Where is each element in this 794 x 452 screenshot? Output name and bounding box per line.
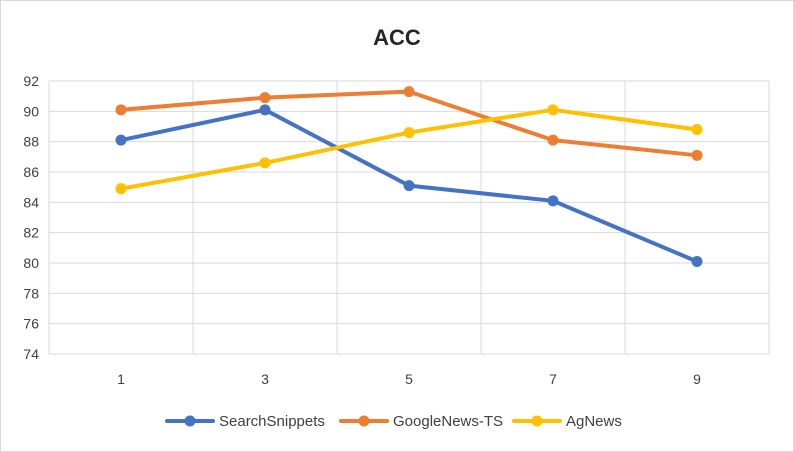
x-axis: 1 3 5 7 9: [117, 371, 701, 387]
y-tick-label: 92: [23, 73, 39, 89]
data-point: [547, 104, 559, 116]
y-tick-label: 80: [23, 255, 39, 271]
y-tick-label: 88: [23, 134, 39, 150]
data-point: [403, 86, 415, 98]
data-point: [403, 180, 415, 192]
data-point: [547, 195, 559, 207]
y-tick-label: 76: [23, 316, 39, 332]
x-tick-label: 5: [405, 371, 413, 387]
legend-swatch-marker: [184, 415, 196, 427]
legend-label: AgNews: [566, 413, 622, 430]
data-point: [115, 183, 127, 195]
data-point: [691, 255, 703, 267]
data-point: [115, 134, 127, 146]
y-tick-label: 82: [23, 225, 39, 241]
chart-title: ACC: [373, 25, 421, 50]
y-tick-label: 78: [23, 285, 39, 301]
legend: SearchSnippets GoogleNews-TS AgNews: [165, 413, 622, 430]
y-axis: 74 76 78 80 82 84 86 88 90 92: [23, 73, 39, 362]
legend-label: SearchSnippets: [219, 413, 325, 430]
gridlines: [48, 80, 770, 355]
data-point: [403, 127, 415, 139]
y-tick-label: 74: [23, 346, 39, 362]
data-point: [259, 104, 271, 116]
data-point: [547, 134, 559, 146]
legend-label: GoogleNews-TS: [393, 413, 503, 430]
series-lines: [115, 86, 703, 267]
data-point: [115, 104, 127, 116]
legend-swatch-marker: [531, 415, 543, 427]
y-tick-label: 84: [23, 194, 39, 210]
data-point: [691, 124, 703, 136]
y-tick-label: 90: [23, 103, 39, 119]
data-point: [691, 149, 703, 161]
data-point: [259, 157, 271, 169]
x-tick-label: 9: [693, 371, 701, 387]
legend-swatch-marker: [358, 415, 370, 427]
x-tick-label: 3: [261, 371, 269, 387]
x-tick-label: 7: [549, 371, 557, 387]
x-tick-label: 1: [117, 371, 125, 387]
y-tick-label: 86: [23, 164, 39, 180]
data-point: [259, 92, 271, 104]
